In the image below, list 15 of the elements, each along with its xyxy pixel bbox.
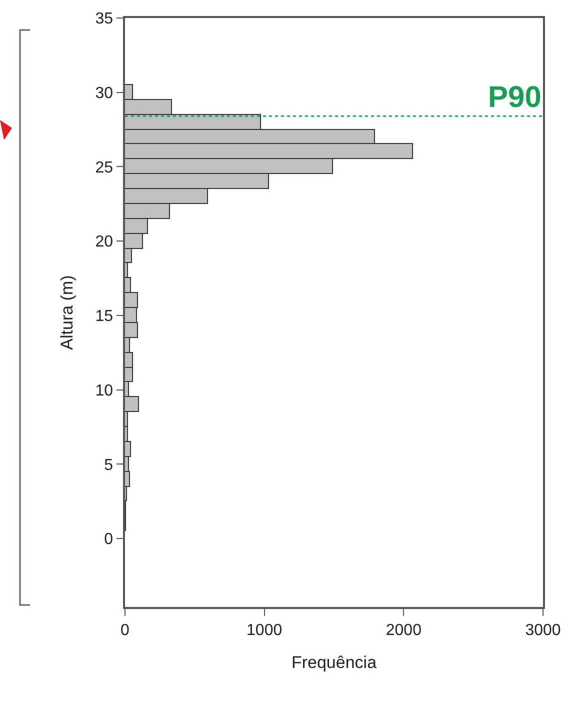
y-tick-label: 5	[104, 456, 114, 474]
ref-line-label: P90	[488, 81, 542, 114]
x-tick-label: 0	[120, 622, 130, 639]
y-axis-title: Altura (m)	[57, 275, 76, 350]
x-tick-label: 3000	[525, 622, 561, 639]
x-axis-title: Frequência	[291, 652, 378, 672]
y-tick-label: 30	[95, 84, 114, 102]
y-tick-label: 15	[95, 308, 114, 326]
y-tick-label: 35	[95, 10, 114, 28]
y-tick-label: 0	[104, 531, 114, 548]
y-tick-label: 10	[95, 382, 114, 400]
x-tick-label: 1000	[246, 622, 282, 639]
x-tick-label: 2000	[386, 622, 422, 639]
y-tick-label: 20	[95, 234, 114, 251]
y-tick-label: 25	[95, 159, 114, 176]
